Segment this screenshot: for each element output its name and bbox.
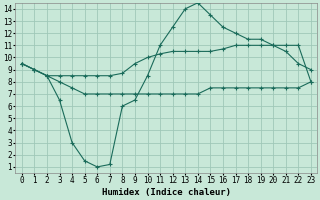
X-axis label: Humidex (Indice chaleur): Humidex (Indice chaleur) (102, 188, 231, 197)
